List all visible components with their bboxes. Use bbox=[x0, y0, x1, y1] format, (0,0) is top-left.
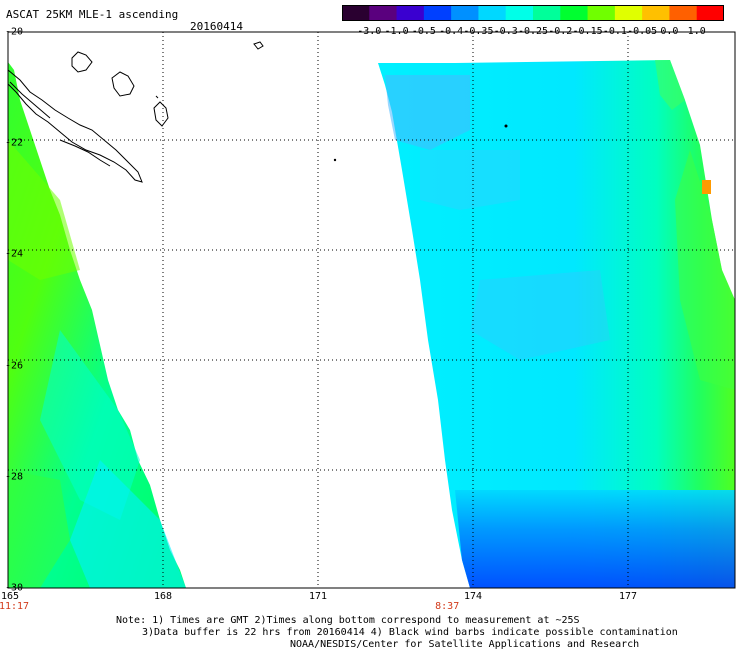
color-scale-swatch bbox=[478, 5, 507, 21]
product-title: ASCAT 25KM MLE-1 ascending bbox=[6, 8, 179, 21]
swath-time-label: 11:17 bbox=[0, 601, 30, 612]
color-scale-label: -0.1 bbox=[602, 26, 627, 37]
color-scale-label: -0.4 bbox=[439, 26, 464, 37]
color-scale-label: -0.25 bbox=[517, 26, 549, 37]
latitude-label: -22 bbox=[5, 137, 24, 149]
color-scale-swatch bbox=[587, 5, 616, 21]
color-scale-swatch bbox=[533, 5, 561, 21]
color-scale-label: -0.5 bbox=[411, 26, 436, 37]
color-scale-swatch bbox=[642, 5, 670, 21]
color-scale-label: -1.0 bbox=[384, 26, 409, 37]
color-scale-label: -0.05 bbox=[627, 26, 658, 37]
color-scale-label: -0.3 bbox=[493, 26, 518, 37]
note-line-1: Note: 1) Times are GMT 2)Times along bot… bbox=[116, 615, 580, 626]
note-line-2: 3)Data buffer is 22 hrs from 20160414 4)… bbox=[142, 627, 678, 638]
latitude-label: -30 bbox=[5, 582, 24, 594]
latitude-label: -24 bbox=[5, 248, 24, 260]
color-scale-label: -0.2 bbox=[548, 26, 573, 37]
island-marker bbox=[504, 124, 508, 128]
color-scale-swatch bbox=[369, 5, 398, 21]
latitude-label: -20 bbox=[5, 26, 24, 38]
longitude-label: 168 bbox=[153, 591, 173, 602]
color-scale-swatch bbox=[451, 5, 479, 21]
color-scale-label: -0.15 bbox=[572, 26, 603, 37]
color-scale-label: 0.0 bbox=[660, 26, 679, 37]
color-scale-swatch bbox=[342, 5, 370, 21]
west-swath bbox=[8, 62, 186, 588]
color-scale-swatch bbox=[669, 5, 698, 21]
map-frame bbox=[7, 31, 736, 589]
latitude-label: -28 bbox=[5, 471, 24, 483]
longitude-label: 171 bbox=[308, 591, 328, 602]
color-scale-label: -3.0 bbox=[357, 26, 382, 37]
color-scale-label: 1.0 bbox=[687, 26, 706, 37]
grid-lines bbox=[8, 32, 735, 588]
color-scale-swatch bbox=[396, 5, 425, 21]
color-scale-swatch bbox=[560, 5, 589, 21]
island-marker bbox=[333, 158, 337, 162]
swath-time-label: 8:37 bbox=[435, 601, 460, 612]
color-scale-label: -0.35 bbox=[463, 26, 494, 37]
east-swath bbox=[378, 60, 735, 588]
coastline bbox=[7, 41, 264, 183]
color-scale-swatch bbox=[505, 5, 534, 21]
color-scale-swatch bbox=[614, 5, 643, 21]
product-date: 20160414 bbox=[190, 20, 243, 33]
latitude-label: -26 bbox=[5, 360, 24, 372]
color-scale-swatch bbox=[423, 5, 452, 21]
color-scale-swatch bbox=[696, 5, 724, 21]
color-scale-bar bbox=[342, 5, 724, 21]
longitude-label: 177 bbox=[619, 591, 638, 602]
longitude-label: 165 bbox=[0, 591, 20, 602]
longitude-label: 174 bbox=[464, 591, 483, 602]
note-line-3: NOAA/NESDIS/Center for Satellite Applica… bbox=[290, 639, 640, 650]
